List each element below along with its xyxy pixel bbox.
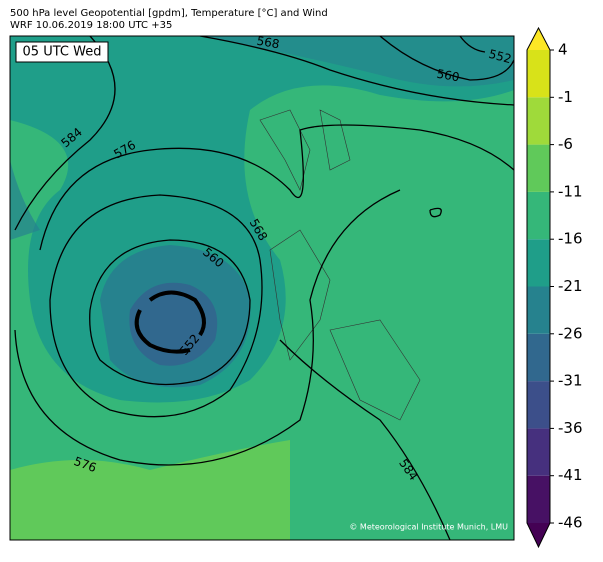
colorbar-tick-label: -6 bbox=[558, 135, 573, 153]
time-label: 05 UTC Wed bbox=[23, 45, 102, 60]
credit: © Meteorological Institute Munich, LMU bbox=[349, 523, 508, 532]
colorbar-over bbox=[527, 28, 550, 50]
colorbar-tick-label: -16 bbox=[558, 230, 583, 248]
colorbar-band bbox=[527, 381, 550, 429]
colorbar-band bbox=[527, 239, 550, 287]
colorbar-under bbox=[527, 523, 550, 547]
colorbar-band bbox=[527, 333, 550, 382]
colorbar-tick-label: -41 bbox=[558, 466, 583, 484]
title: 500 hPa level Geopotential [gpdm], Tempe… bbox=[10, 8, 328, 19]
map-frame bbox=[9, 35, 515, 541]
contour-label: 552 bbox=[487, 47, 513, 66]
colorbar-band bbox=[527, 475, 550, 523]
time-box bbox=[15, 41, 109, 63]
colorbar-tick-label: -21 bbox=[558, 277, 583, 295]
subtitle: WRF 10.06.2019 18:00 UTC +35 bbox=[10, 20, 172, 31]
map bbox=[10, 36, 514, 540]
colorbar: -46 -41 -36 -31 -26 -21 -16 -11 -6 -1 4 bbox=[526, 26, 583, 549]
colorbar-tick-label: -11 bbox=[558, 182, 583, 200]
colorbar-band bbox=[527, 97, 550, 145]
colorbar-band bbox=[527, 50, 550, 98]
colorbar-tick-label: -1 bbox=[558, 88, 573, 106]
colorbar-tick-label: -36 bbox=[558, 419, 583, 437]
colorbar-tick-label: -26 bbox=[558, 324, 583, 342]
contour-label: 560 bbox=[436, 67, 461, 85]
contour-label: 568 bbox=[256, 34, 281, 52]
colorbar-band bbox=[527, 144, 550, 192]
colorbar-tick-label: -46 bbox=[558, 514, 583, 532]
colorbar-tick-label: 4 bbox=[558, 41, 568, 59]
colorbar-tick-label: -31 bbox=[558, 372, 583, 390]
colorbar-band bbox=[527, 286, 550, 334]
colorbar-band bbox=[527, 191, 550, 240]
colorbar-band bbox=[527, 428, 550, 476]
